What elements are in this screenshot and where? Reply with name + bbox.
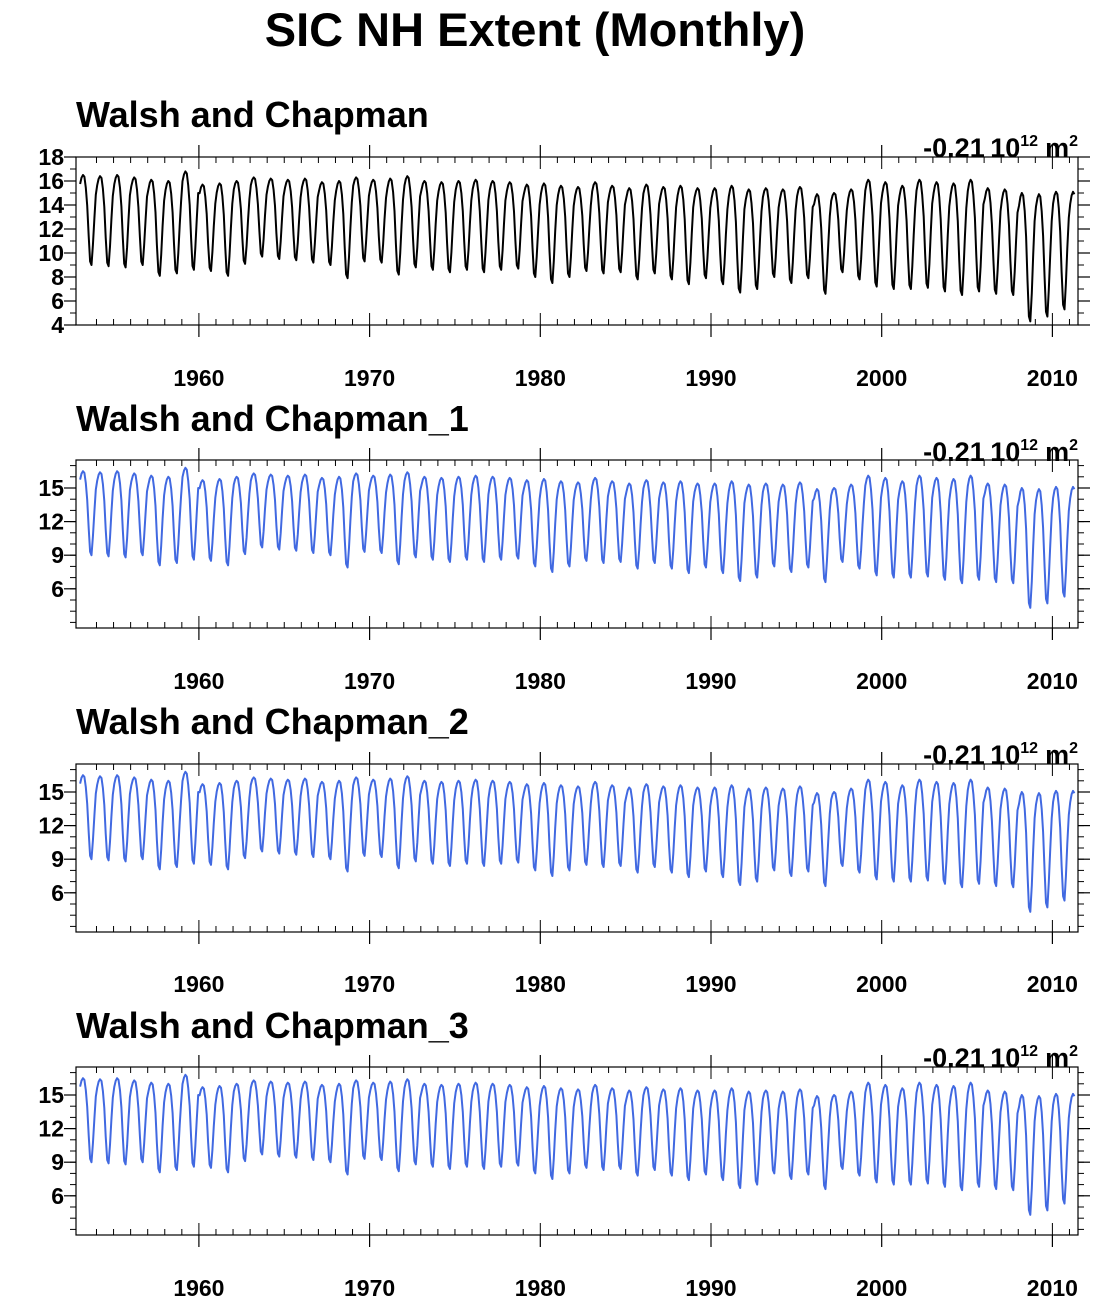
y-tick-label: 6 xyxy=(51,1183,64,1209)
trend-unit-exp: 12 xyxy=(1020,1043,1038,1060)
x-tick-label: 1990 xyxy=(685,971,736,997)
plot-frame xyxy=(75,156,1079,326)
trend-unit-base: 10 xyxy=(990,740,1020,770)
trend-label: -0.21 1012 m2 xyxy=(923,740,1078,770)
trend-trend: -0.21 xyxy=(923,437,985,467)
x-tick-label: 1970 xyxy=(344,1275,395,1301)
y-tick-label: 16 xyxy=(38,168,64,194)
trend-unit: m xyxy=(1045,133,1069,163)
x-tick-label: 2000 xyxy=(856,971,907,997)
trend-label: -0.21 1012 m2 xyxy=(923,437,1078,467)
x-tick-label: 1960 xyxy=(173,971,224,997)
x-tick-label: 2010 xyxy=(1027,668,1078,694)
y-tick-label: 12 xyxy=(38,509,64,535)
x-tick-label: 1980 xyxy=(515,365,566,391)
x-tick-label: 1970 xyxy=(344,668,395,694)
trend-label: -0.21 1012 m2 xyxy=(923,133,1078,163)
y-tick-label: 9 xyxy=(51,846,64,872)
y-tick-label: 6 xyxy=(51,288,64,314)
x-tick-label: 1980 xyxy=(515,1275,566,1301)
y-tick-label: 12 xyxy=(38,216,64,242)
trend-unit-unit-exp: 2 xyxy=(1069,1043,1078,1060)
x-tick-label: 1980 xyxy=(515,668,566,694)
y-tick-label: 15 xyxy=(38,779,64,805)
trend-unit-exp: 12 xyxy=(1020,133,1038,150)
trend-unit-base: 10 xyxy=(990,437,1020,467)
x-tick-label: 1970 xyxy=(344,365,395,391)
x-tick-label: 2000 xyxy=(856,1275,907,1301)
series-line xyxy=(79,466,1076,609)
y-tick-label: 6 xyxy=(51,576,64,602)
figure-title: SIC NH Extent (Monthly) xyxy=(264,3,806,56)
x-tick-label: 2010 xyxy=(1027,971,1078,997)
x-tick-label: 1990 xyxy=(685,1275,736,1301)
panel-title: Walsh and Chapman_3 xyxy=(76,1005,469,1046)
series-line xyxy=(79,770,1076,913)
trend-unit-unit-exp: 2 xyxy=(1069,437,1078,454)
x-tick-label: 2010 xyxy=(1027,1275,1078,1301)
x-tick-label: 2000 xyxy=(856,668,907,694)
trend-unit-unit-exp: 2 xyxy=(1069,133,1078,150)
x-tick-label: 1960 xyxy=(173,1275,224,1301)
trend-label: -0.21 1012 m2 xyxy=(923,1043,1078,1073)
y-tick-label: 10 xyxy=(38,240,64,266)
trend-trend: -0.21 xyxy=(923,1043,985,1073)
x-tick-label: 1990 xyxy=(685,668,736,694)
y-tick-label: 4 xyxy=(51,312,64,338)
panel-title: Walsh and Chapman xyxy=(76,94,429,135)
x-tick-label: 2010 xyxy=(1027,365,1078,391)
y-tick-label: 18 xyxy=(38,144,64,170)
x-tick-label: 1970 xyxy=(344,971,395,997)
x-tick-label: 2000 xyxy=(856,365,907,391)
series-line xyxy=(79,1073,1076,1216)
trend-unit: m xyxy=(1045,437,1069,467)
y-tick-label: 6 xyxy=(51,880,64,906)
trend-unit: m xyxy=(1045,740,1069,770)
y-tick-label: 9 xyxy=(51,542,64,568)
trend-unit-base: 10 xyxy=(990,133,1020,163)
panel-title: Walsh and Chapman_1 xyxy=(76,398,469,439)
trend-trend: -0.21 xyxy=(923,740,985,770)
x-tick-label: 1960 xyxy=(173,668,224,694)
y-tick-label: 12 xyxy=(38,1116,64,1142)
trend-unit-exp: 12 xyxy=(1020,437,1038,454)
trend-unit-base: 10 xyxy=(990,1043,1020,1073)
x-tick-label: 1980 xyxy=(515,971,566,997)
y-tick-label: 15 xyxy=(38,475,64,501)
y-tick-label: 9 xyxy=(51,1149,64,1175)
series-line xyxy=(79,170,1076,323)
trend-unit-exp: 12 xyxy=(1020,740,1038,757)
y-tick-label: 8 xyxy=(51,264,64,290)
trend-unit-unit-exp: 2 xyxy=(1069,740,1078,757)
y-tick-label: 14 xyxy=(38,192,64,218)
y-tick-label: 12 xyxy=(38,813,64,839)
y-tick-label: 15 xyxy=(38,1082,64,1108)
x-tick-label: 1990 xyxy=(685,365,736,391)
panel-title: Walsh and Chapman_2 xyxy=(76,701,469,742)
x-tick-label: 1960 xyxy=(173,365,224,391)
trend-unit: m xyxy=(1045,1043,1069,1073)
trend-trend: -0.21 xyxy=(923,133,985,163)
